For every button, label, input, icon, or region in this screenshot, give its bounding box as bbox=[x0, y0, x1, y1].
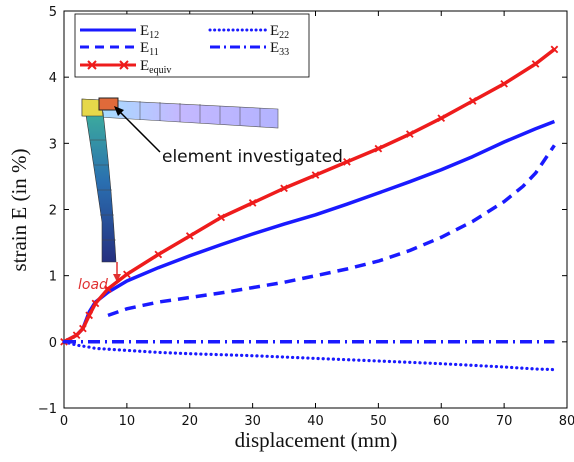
legend: E12 E11 Eequiv E22 E33 bbox=[74, 13, 310, 78]
deformed-beam-vertical bbox=[83, 101, 117, 263]
data-point-eequiv bbox=[185, 232, 194, 240]
data-point-eequiv bbox=[280, 184, 288, 193]
x-tick-label: 60 bbox=[433, 414, 450, 429]
data-point-eequiv bbox=[248, 199, 257, 207]
y-tick-label: 4 bbox=[49, 71, 57, 86]
y-tick-label: 2 bbox=[49, 204, 57, 219]
legend-label-e11: E11 bbox=[140, 40, 159, 58]
data-point-eequiv bbox=[343, 158, 351, 166]
x-tick-label: 20 bbox=[181, 414, 198, 429]
legend-marker-eequiv-2 bbox=[119, 60, 129, 70]
legend-entry-e22: E22 bbox=[208, 23, 289, 41]
legend-entry-e12: E12 bbox=[80, 23, 159, 41]
annotation-arrow-head bbox=[114, 106, 124, 116]
legend-marker-eequiv-1 bbox=[87, 60, 97, 70]
x-tick-label: 30 bbox=[244, 414, 261, 429]
series-e22 bbox=[62, 340, 556, 372]
legend-entry-eequiv: Eequiv bbox=[80, 58, 171, 76]
beam-corner bbox=[81, 98, 104, 117]
y-tick-label: 1 bbox=[49, 270, 57, 285]
element-investigated-annotation: element investigated bbox=[114, 106, 343, 167]
data-point-eequiv bbox=[531, 60, 540, 68]
series-line-e22 bbox=[62, 340, 556, 372]
x-tick-label: 40 bbox=[307, 414, 324, 429]
data-point-eequiv bbox=[405, 130, 414, 138]
legend-label-eequiv: Eequiv bbox=[140, 58, 171, 76]
data-point-eequiv bbox=[154, 250, 163, 259]
legend-entry-e11: E11 bbox=[80, 40, 159, 58]
data-point-eequiv bbox=[374, 144, 383, 153]
series-eequiv bbox=[60, 45, 559, 346]
series-e11 bbox=[107, 144, 556, 318]
load-label: load bbox=[78, 277, 108, 293]
x-tick-label: 50 bbox=[370, 414, 387, 429]
y-tick-label: 0 bbox=[49, 336, 57, 351]
y-tick-label: −1 bbox=[38, 402, 57, 417]
y-tick-label: 5 bbox=[49, 5, 57, 20]
data-point-eequiv bbox=[91, 299, 100, 308]
data-point-eequiv bbox=[104, 285, 112, 293]
x-tick-label: 0 bbox=[60, 414, 68, 429]
data-point-eequiv bbox=[72, 331, 81, 340]
legend-label-e12: E12 bbox=[140, 23, 159, 41]
x-tick-label: 80 bbox=[559, 414, 574, 429]
series-layer bbox=[60, 45, 559, 372]
beam-inset-illustration: load bbox=[78, 97, 279, 293]
beam-mesh-lines bbox=[90, 101, 261, 241]
y-tick-label: 3 bbox=[49, 137, 57, 152]
data-point-eequiv bbox=[79, 324, 87, 333]
series-line-e11 bbox=[107, 144, 556, 318]
x-tick-label: 10 bbox=[119, 414, 136, 429]
legend-entry-e33: E33 bbox=[210, 40, 289, 58]
data-point-eequiv bbox=[500, 79, 508, 88]
data-point-eequiv bbox=[437, 114, 446, 123]
investigated-element bbox=[98, 97, 119, 111]
legend-label-e22: E22 bbox=[270, 23, 289, 41]
data-point-eequiv bbox=[468, 97, 477, 105]
load-arrow-head bbox=[113, 274, 121, 282]
data-point-eequiv bbox=[550, 45, 559, 54]
series-line-eequiv bbox=[63, 48, 556, 344]
data-point-eequiv bbox=[85, 311, 93, 320]
x-axis-label: displacement (mm) bbox=[235, 428, 398, 452]
y-axis-label: strain E (in %) bbox=[7, 148, 31, 271]
data-point-eequiv bbox=[311, 171, 320, 179]
data-point-eequiv bbox=[123, 270, 131, 279]
data-point-eequiv bbox=[217, 213, 226, 222]
annotation-text: element investigated bbox=[162, 147, 343, 167]
annotation-arrow bbox=[117, 109, 161, 153]
x-tick-label: 70 bbox=[496, 414, 513, 429]
legend-label-e33: E33 bbox=[270, 40, 289, 58]
